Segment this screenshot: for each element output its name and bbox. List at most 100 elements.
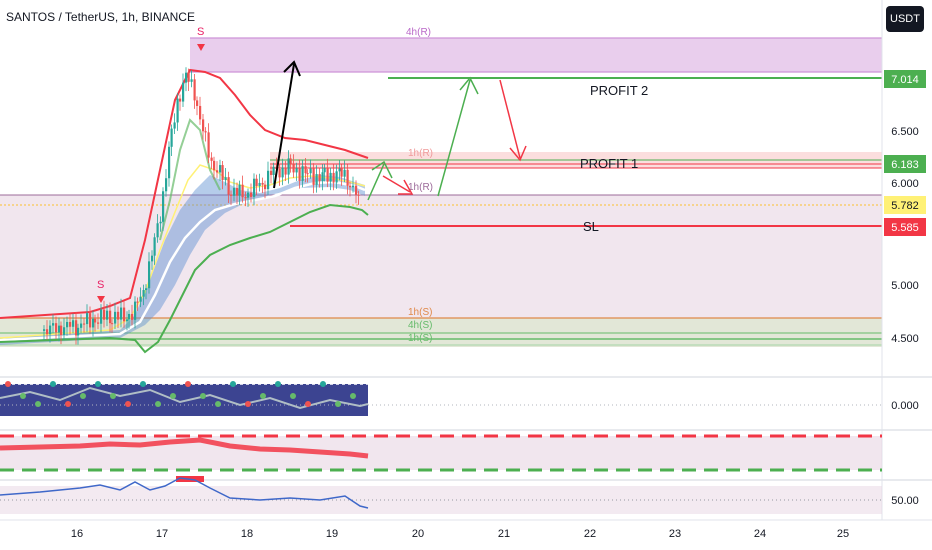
oscillator-dot: [185, 381, 191, 387]
candle-body: [295, 168, 298, 173]
candle-body: [253, 178, 256, 197]
candle-body: [179, 98, 182, 102]
sl-label: SL: [583, 219, 599, 234]
lower-band-green: [0, 203, 369, 354]
candle-body: [136, 301, 139, 303]
upper-band-red: [0, 68, 369, 319]
resistance-zone-4h: [190, 38, 882, 72]
candle-body: [287, 158, 290, 175]
x-tick-22: 22: [584, 528, 596, 540]
candle-body: [139, 296, 142, 302]
oscillator-dot: [260, 393, 266, 399]
oscillator-dot: [350, 393, 356, 399]
candle-body: [49, 325, 52, 335]
arrow-up-black-head: [283, 60, 301, 77]
oscillator-dot: [320, 381, 326, 387]
candle-body: [329, 172, 332, 182]
y-tick-rsi: 50.00: [891, 495, 919, 507]
price-tag-entry-text: 5.782: [891, 200, 919, 212]
zone-label-1h-s-2: 1h(S): [408, 333, 432, 344]
zone-label-1h-r: 1h(R): [408, 148, 433, 159]
candle-body: [106, 310, 109, 320]
candle-body: [306, 173, 309, 175]
candle-body: [187, 72, 190, 82]
candle-body: [46, 329, 49, 335]
candle-body: [75, 320, 78, 336]
x-tick-17: 17: [156, 528, 168, 540]
oscillator-dot: [140, 381, 146, 387]
candle-body: [173, 122, 176, 129]
candle-body: [103, 309, 106, 320]
candle-body: [66, 321, 69, 328]
candle-body: [204, 131, 207, 133]
arrow-red-head-1: [398, 179, 414, 195]
candle-body: [224, 177, 227, 181]
candle-body: [278, 168, 281, 178]
band-zone-fill: [0, 436, 882, 470]
y-tick-6500: 6.500: [891, 126, 919, 138]
candle-body: [126, 319, 129, 322]
candles-group: [43, 67, 360, 345]
candle-body: [176, 98, 179, 123]
candle-body: [199, 105, 202, 120]
candle-body: [151, 255, 154, 262]
candle-body: [355, 185, 358, 195]
x-tick-21: 21: [498, 528, 510, 540]
oscillator-dots: [5, 381, 356, 407]
candle-body: [284, 167, 287, 175]
candle-body: [109, 310, 112, 324]
price-tag-entry: [884, 196, 926, 214]
candle-body: [318, 174, 321, 182]
band-line-red: [0, 437, 369, 459]
candle-body: [182, 82, 185, 102]
oscillator-dot: [125, 401, 131, 407]
x-tick-16: 16: [71, 528, 83, 540]
chart-title: SANTOS / TetherUS, 1h, BINANCE: [6, 10, 195, 24]
y-tick-osc: 0.000: [891, 400, 919, 412]
candle-body: [92, 318, 95, 328]
candle-body: [165, 178, 168, 192]
x-tick-18: 18: [241, 528, 253, 540]
price-tag-sl: [884, 218, 926, 236]
candle-body: [168, 146, 171, 179]
candle-body: [332, 172, 335, 183]
arrow-green-head-2: [459, 76, 479, 95]
signal-marker-s-1: S: [197, 26, 204, 38]
oscillator-dot: [110, 393, 116, 399]
profit2-label: PROFIT 2: [590, 83, 648, 98]
candle-body: [264, 184, 267, 190]
candle-body: [83, 323, 86, 325]
candle-body: [97, 322, 100, 324]
candle-body: [58, 325, 61, 333]
candle-body: [55, 323, 58, 333]
candle-body: [159, 221, 162, 224]
candle-body: [193, 79, 196, 101]
oscillator-dot: [50, 381, 56, 387]
candle-body: [77, 327, 80, 336]
y-tick-5000: 5.000: [891, 280, 919, 292]
candle-body: [250, 192, 253, 197]
price-tag-profit1-text: 6.183: [891, 159, 919, 171]
candle-body: [89, 313, 92, 328]
candle-body: [241, 184, 244, 198]
profit1-label: PROFIT 1: [580, 156, 638, 171]
candle-body: [323, 167, 326, 173]
arrow-green-up-2: [437, 79, 471, 197]
candle-body: [309, 168, 312, 174]
candle-body: [43, 329, 46, 331]
candle-body: [156, 223, 159, 238]
oscillator-dot: [215, 401, 221, 407]
x-tick-24: 24: [754, 528, 766, 540]
candle-body: [216, 170, 219, 173]
oscillator-dot: [155, 401, 161, 407]
candle-body: [227, 177, 230, 195]
candle-body: [298, 168, 301, 181]
currency-button[interactable]: USDT: [886, 6, 924, 32]
candle-body: [69, 321, 72, 327]
candle-body: [340, 168, 343, 177]
candle-body: [349, 185, 352, 188]
arrow-green-head-1: [371, 160, 393, 179]
candle-body: [270, 170, 273, 175]
oscillator-dot: [20, 393, 26, 399]
